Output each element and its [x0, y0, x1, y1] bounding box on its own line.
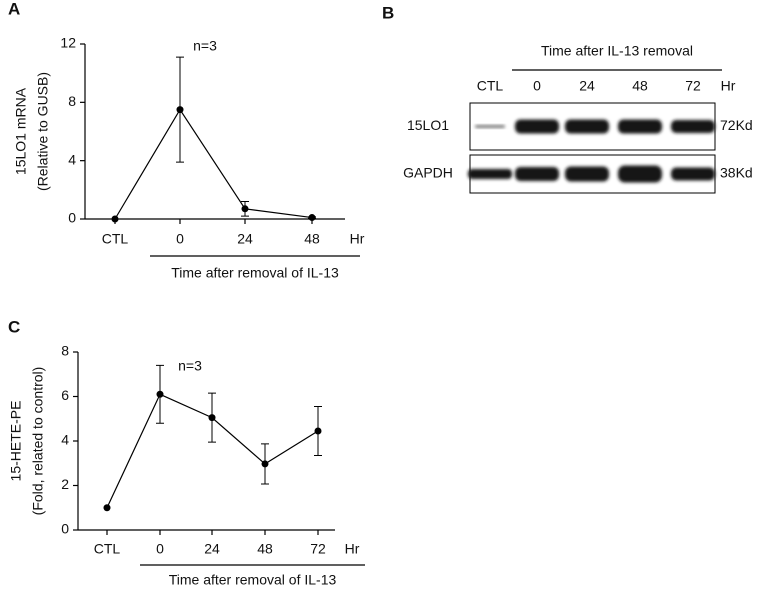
x-tick-label: 0: [176, 231, 184, 247]
y-tick-label: 0: [68, 210, 76, 226]
lane-label: 48: [632, 78, 648, 94]
x-tick-label: 72: [310, 541, 326, 557]
y-tick-label: 8: [68, 93, 76, 109]
annotation: n=3: [178, 358, 202, 374]
blot-band: [618, 119, 662, 134]
blot-band: [515, 119, 559, 134]
point: [241, 205, 249, 213]
panel-label: C: [8, 317, 20, 336]
blot-band: [565, 166, 609, 182]
blot-header: Time after IL-13 removal: [541, 43, 693, 59]
y-axis-label: 15LO1 mRNA: [13, 87, 29, 175]
x-axis-label: Time after removal of IL-13: [171, 265, 339, 281]
band-size: 72Kd: [720, 117, 753, 133]
x-unit: Hr: [350, 231, 365, 247]
lane-label: 24: [579, 78, 595, 94]
panel-label: B: [382, 3, 394, 22]
y-tick-label: 4: [68, 151, 76, 167]
x-tick-label: 24: [237, 231, 253, 247]
point: [103, 504, 111, 512]
x-tick-label: 24: [204, 541, 220, 557]
point: [308, 214, 316, 222]
band-size: 38Kd: [720, 165, 753, 181]
lane-label: 72: [685, 78, 701, 94]
x-unit: Hr: [345, 541, 360, 557]
point: [314, 427, 322, 435]
y-tick-label: 6: [61, 387, 69, 403]
point: [111, 215, 119, 223]
blot-band: [565, 119, 609, 134]
blot-band: [515, 167, 559, 181]
point: [176, 106, 184, 114]
y-axis-label: (Relative to GUSB): [35, 72, 51, 191]
panel-label: A: [8, 0, 20, 18]
y-tick-label: 2: [61, 476, 69, 492]
y-tick-label: 0: [61, 521, 69, 537]
annotation: n=3: [193, 38, 217, 54]
y-tick-label: 12: [60, 35, 76, 51]
lane-unit: Hr: [721, 78, 736, 94]
line: [114, 108, 313, 220]
point: [261, 460, 269, 468]
x-tick-label: CTL: [102, 231, 129, 247]
y-tick-label: 4: [61, 432, 69, 448]
lane-label: CTL: [477, 78, 504, 94]
row-label: 15LO1: [407, 117, 449, 133]
point: [156, 390, 164, 398]
row-label: GAPDH: [403, 165, 453, 181]
x-tick-label: CTL: [94, 541, 121, 557]
lane-label: 0: [533, 78, 541, 94]
x-tick-label: 48: [304, 231, 320, 247]
blot-band: [671, 167, 715, 181]
point: [208, 414, 216, 422]
blot-band: [468, 169, 512, 179]
x-tick-label: 0: [156, 541, 164, 557]
blot-band: [671, 120, 715, 133]
blot-band: [618, 165, 662, 183]
x-axis-label: Time after removal of IL-13: [169, 572, 337, 588]
y-tick-label: 8: [61, 343, 69, 359]
y-axis-label: 15-HETE-PE: [8, 401, 24, 482]
y-axis-label: (Fold, related to control): [30, 367, 46, 516]
x-tick-label: 48: [257, 541, 273, 557]
blot-band: [475, 125, 505, 128]
